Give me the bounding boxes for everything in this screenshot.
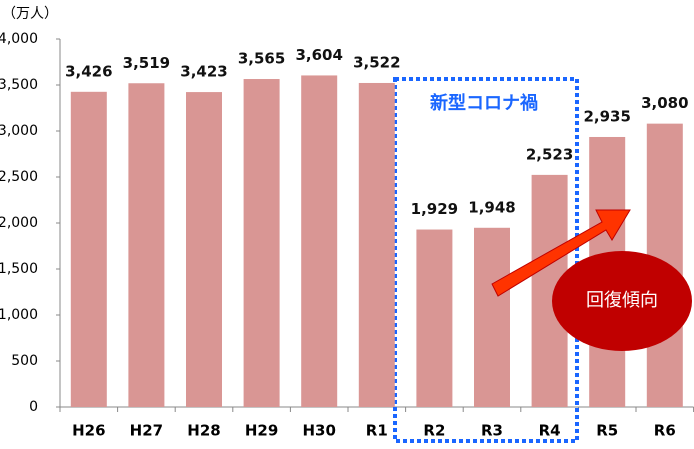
value-label: 3,519 xyxy=(123,54,170,72)
y-tick-label: 2,500 xyxy=(0,169,38,185)
y-tick-label: 3,500 xyxy=(0,77,38,93)
x-tick-label: R4 xyxy=(539,422,561,440)
highlight-box xyxy=(393,77,579,443)
value-label: 3,604 xyxy=(295,46,342,64)
y-tick-label: 500 xyxy=(11,353,38,369)
x-tick-label: H26 xyxy=(72,422,105,440)
x-tick-label: R3 xyxy=(481,422,503,440)
trend-arrow xyxy=(491,209,631,297)
value-label: 3,426 xyxy=(65,62,112,80)
unit-label: （万人） xyxy=(2,6,58,22)
bar xyxy=(301,75,338,407)
y-tick-label: 1,500 xyxy=(0,261,38,277)
bar xyxy=(416,229,453,407)
x-tick-label: R2 xyxy=(423,422,445,440)
value-label: 3,565 xyxy=(238,50,285,68)
value-label: 3,080 xyxy=(641,94,688,112)
value-label: 1,929 xyxy=(411,200,458,218)
x-tick-label: H30 xyxy=(302,422,335,440)
y-tick-label: 4,000 xyxy=(0,31,38,47)
x-tick-label: R1 xyxy=(366,422,388,440)
x-tick-label: H29 xyxy=(245,422,278,440)
x-tick-label: R6 xyxy=(654,422,676,440)
bar xyxy=(358,82,395,407)
x-tick-label: H28 xyxy=(187,422,220,440)
bar xyxy=(128,83,165,407)
y-tick-label: 0 xyxy=(29,399,38,415)
value-label: 3,423 xyxy=(180,63,227,81)
bar xyxy=(186,92,222,408)
callout xyxy=(552,251,692,351)
bar xyxy=(70,91,107,408)
value-label: 3,522 xyxy=(353,53,400,71)
bar xyxy=(243,79,280,408)
value-label: 1,948 xyxy=(468,198,515,216)
bar xyxy=(474,227,510,407)
x-tick-label: H27 xyxy=(130,422,163,440)
value-label: 2,523 xyxy=(526,145,573,163)
y-tick-label: 1,000 xyxy=(0,307,38,323)
annotation: 新型コロナ禍 xyxy=(430,92,538,114)
y-tick-label: 3,000 xyxy=(0,123,38,139)
annotation: 回復傾向 xyxy=(586,290,658,311)
y-tick-label: 2,000 xyxy=(0,215,38,231)
value-label: 2,935 xyxy=(583,107,630,125)
x-tick-label: R5 xyxy=(596,422,618,440)
